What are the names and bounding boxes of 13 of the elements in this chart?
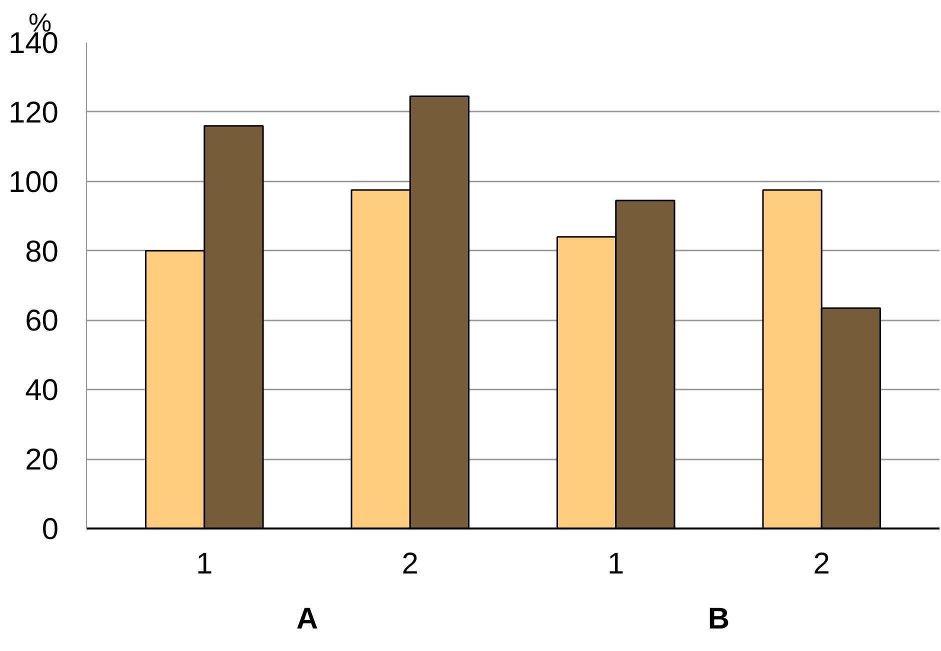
x-tick-label: 2 (402, 548, 418, 580)
y-tick-label: 20 (25, 444, 59, 477)
y-tick-label: 80 (25, 235, 59, 268)
y-tick-label: 100 (8, 166, 59, 199)
x-tick-label: 1 (196, 548, 213, 580)
x-tick-label: 1 (608, 548, 624, 580)
y-tick-label: 60 (25, 304, 59, 338)
y-tick-label: 120 (8, 96, 59, 130)
y-tick-label: 40 (25, 374, 59, 408)
text: A (296, 602, 318, 636)
y-tick-label: 0 (42, 513, 59, 546)
x-tick-label: 2 (813, 548, 830, 580)
text: B (708, 602, 730, 636)
